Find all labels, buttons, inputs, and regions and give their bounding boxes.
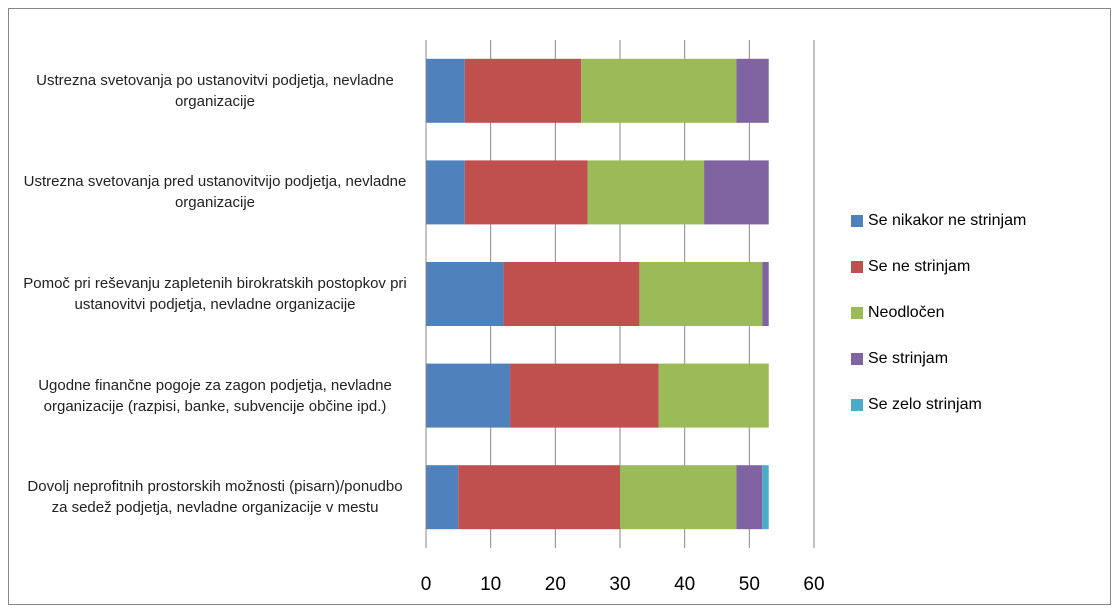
x-tick-label: 0 (421, 574, 432, 595)
legend-swatch (851, 399, 863, 411)
x-tick-label: 10 (480, 574, 501, 595)
legend-label: Se zelo strinjam (868, 396, 982, 413)
legend-swatch (851, 261, 863, 273)
legend-label: Se strinjam (868, 350, 948, 367)
bar-segment (458, 465, 620, 530)
bar-segment (581, 58, 737, 123)
bar-segment (704, 160, 769, 225)
x-tick-label: 20 (545, 574, 566, 595)
x-tick-label: 40 (674, 574, 695, 595)
category-label: Ustrezna svetovanja po ustanovitvi podje… (36, 71, 394, 110)
x-tick-label: 60 (803, 574, 824, 595)
category-label: Pomoč pri reševanju zapletenih birokrats… (23, 275, 407, 313)
category-label: Ugodne finančne pogoje za zagon podjetja… (38, 376, 392, 415)
bar-segment (426, 363, 511, 428)
legend-swatch (851, 353, 863, 365)
category-label: Ustrezna svetovanja pred ustanovitvijo p… (23, 173, 407, 212)
category-label: Dovolj neprofitnih prostorskih možnosti … (27, 478, 403, 517)
bar-segment (620, 465, 737, 530)
bar-segment (426, 58, 465, 123)
x-tick-label: 30 (609, 574, 630, 595)
x-tick-label: 50 (739, 574, 760, 595)
bar-segment (658, 363, 769, 428)
legend-label: Se ne strinjam (868, 258, 970, 275)
bar-segment (587, 160, 705, 225)
bar-segment (736, 465, 763, 530)
bar-segment (464, 58, 582, 123)
bar-segment (426, 262, 504, 326)
legend-swatch (851, 307, 863, 319)
bar-segment (426, 465, 459, 530)
bar-segment (510, 363, 659, 428)
bar-segment (762, 262, 769, 326)
legend-swatch (851, 215, 863, 227)
bar-segment (639, 262, 763, 326)
legend-label: Se nikakor ne strinjam (868, 212, 1026, 229)
bar-segment (762, 465, 769, 530)
bar-segment (736, 58, 769, 123)
bar-segment (503, 262, 640, 326)
bar-segment (426, 160, 465, 225)
legend-label: Neodločen (868, 304, 945, 321)
bar-segment (464, 160, 588, 225)
